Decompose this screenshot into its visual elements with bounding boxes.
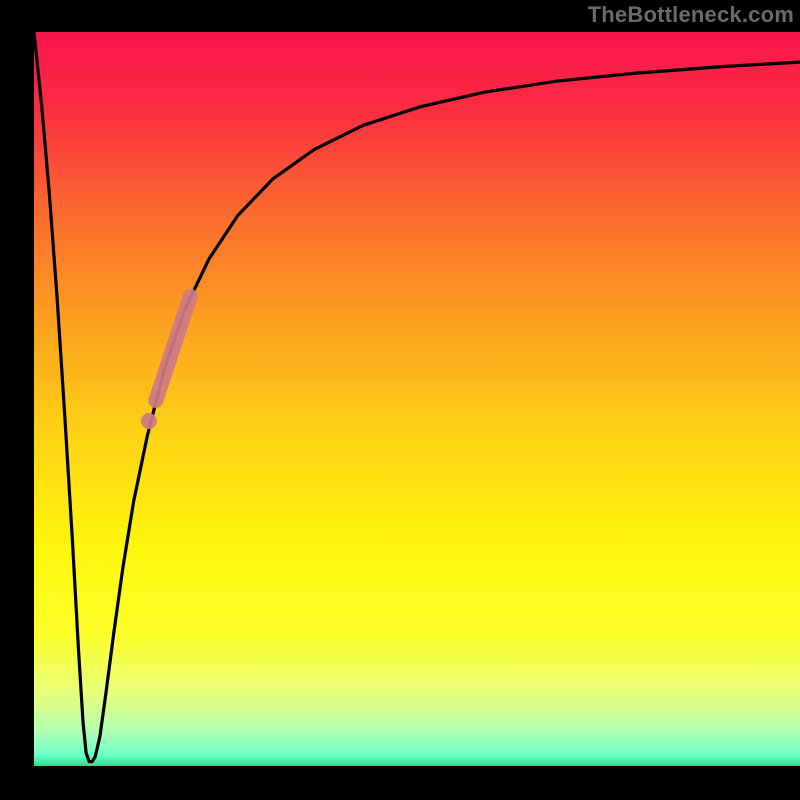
plot-area: [34, 32, 800, 766]
curve-svg: [34, 32, 800, 766]
highlight-segment: [156, 296, 190, 400]
attribution-label: TheBottleneck.com: [588, 2, 794, 28]
bottleneck-curve: [34, 32, 800, 762]
highlight-dot: [141, 413, 157, 429]
chart-container: TheBottleneck.com: [0, 0, 800, 800]
